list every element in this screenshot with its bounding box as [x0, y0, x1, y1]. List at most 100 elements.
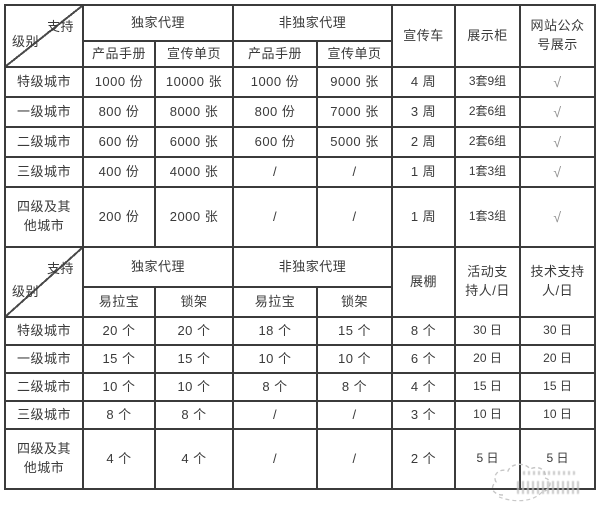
table-cell: 1 周 — [391, 156, 457, 188]
column-header-activity-support: 活动支持人/日 — [454, 246, 522, 318]
table-row: 四级及其他城市 4 个 4 个 / / 2 个 5 日 5 日 — [3, 428, 597, 490]
row-label: 四级及其他城市 — [3, 186, 84, 248]
table-row: 特级城市 1000 份 10000 张 1000 份 9000 张 4 周 3套… — [3, 66, 597, 98]
corner-header-cell-b: 支持 级别 — [3, 246, 84, 318]
table-cell: 2套6组 — [454, 126, 522, 158]
table-cell: 2 周 — [391, 126, 457, 158]
row-label: 特级城市 — [3, 316, 84, 346]
table-row: 二级城市 600 份 6000 张 600 份 5000 张 2 周 2套6组 … — [3, 126, 597, 158]
table-cell: 10 日 — [454, 400, 522, 430]
corner-label-support: 支持 — [46, 261, 74, 276]
table-cell: 4 个 — [153, 428, 235, 490]
table-cell: 20 个 — [153, 316, 235, 346]
column-header-publicity-vehicle: 宣传车 — [391, 4, 457, 68]
diagonal-divider — [6, 249, 81, 315]
table-cell: 400 份 — [81, 156, 156, 188]
corner-label-support: 支持 — [46, 19, 74, 34]
row-label: 四级及其他城市 — [3, 428, 84, 490]
table-cell: 15 日 — [519, 372, 597, 402]
row-label: 三级城市 — [3, 156, 84, 188]
column-header-exhibition-tent: 展棚 — [391, 246, 457, 318]
column-header-flyer: 宣传单页 — [315, 40, 394, 68]
table-cell: 2 个 — [391, 428, 457, 490]
table-row: 二级城市 10 个 10 个 8 个 8 个 4 个 15 日 15 日 — [3, 372, 597, 402]
table-cell: 18 个 — [232, 316, 318, 346]
table-cell: 3套9组 — [454, 66, 522, 98]
column-header-rollup-banner: 易拉宝 — [81, 286, 156, 318]
table-cell: 8 个 — [232, 372, 318, 402]
table-cell: 10 日 — [519, 400, 597, 430]
checkmark-cell: √ — [519, 96, 597, 128]
row-label: 二级城市 — [3, 126, 84, 158]
column-group-nonexclusive-agent: 非独家代理 — [231, 4, 394, 42]
table-cell: 10 个 — [232, 344, 318, 374]
table-cell: / — [315, 186, 394, 248]
diagonal-divider — [6, 7, 81, 65]
table-row: 一级城市 800 份 8000 张 800 份 7000 张 3 周 2套6组 … — [3, 96, 597, 128]
column-header-product-manual: 产品手册 — [81, 40, 156, 68]
table-cell: 2000 张 — [153, 186, 235, 248]
table-cell: 4000 张 — [153, 156, 235, 188]
row-label: 一级城市 — [3, 344, 84, 374]
table-cell: 6000 张 — [153, 126, 235, 158]
table-cell: 15 个 — [153, 344, 235, 374]
table-cell: / — [315, 428, 394, 490]
table-cell: 1套3组 — [454, 186, 522, 248]
corner-label-level: 级别 — [11, 284, 39, 300]
table-cell: 5 日 — [519, 428, 597, 490]
table-cell: 1000 份 — [81, 66, 156, 98]
column-group-nonexclusive-agent: 非独家代理 — [231, 246, 394, 288]
table-row: 三级城市 8 个 8 个 / / 3 个 10 日 10 日 — [3, 400, 597, 430]
table-cell: 800 份 — [81, 96, 156, 128]
table-cell: 4 个 — [391, 372, 457, 402]
column-header-flyer: 宣传单页 — [153, 40, 235, 68]
table-cell: / — [315, 156, 394, 188]
table-row: 一级城市 15 个 15 个 10 个 10 个 6 个 20 日 20 日 — [3, 344, 597, 374]
table-cell: 15 个 — [315, 316, 394, 346]
table-cell: 2套6组 — [454, 96, 522, 128]
table-cell: 8 个 — [391, 316, 457, 346]
table-cell: 20 个 — [81, 316, 156, 346]
table-cell: / — [315, 400, 394, 430]
table-cell: 600 份 — [232, 126, 318, 158]
table-cell: 8 个 — [153, 400, 235, 430]
column-header-website-account: 网站公众号展示 — [519, 4, 597, 68]
column-header-rollup-banner: 易拉宝 — [232, 286, 318, 318]
table-cell: 800 份 — [232, 96, 318, 128]
table-cell: / — [232, 428, 318, 490]
table-cell: 10 个 — [153, 372, 235, 402]
table-cell: 10 个 — [81, 372, 156, 402]
table-cell: 1套3组 — [454, 156, 522, 188]
checkmark-cell: √ — [519, 66, 597, 98]
column-header-display-cabinet: 展示柜 — [454, 4, 522, 68]
row-label: 二级城市 — [3, 372, 84, 402]
table-cell: 8 个 — [81, 400, 156, 430]
checkmark-cell: √ — [519, 126, 597, 158]
table-cell: 200 份 — [81, 186, 156, 248]
table-row: 三级城市 400 份 4000 张 / / 1 周 1套3组 √ — [3, 156, 597, 188]
table-row: 四级及其他城市 200 份 2000 张 / / 1 周 1套3组 √ — [3, 186, 597, 248]
table-row: 特级城市 20 个 20 个 18 个 15 个 8 个 30 日 30 日 — [3, 316, 597, 346]
column-header-product-manual: 产品手册 — [232, 40, 318, 68]
table-cell: 5000 张 — [315, 126, 394, 158]
checkmark-cell: √ — [519, 156, 597, 188]
corner-label-level: 级别 — [11, 34, 39, 50]
table-cell: 10 个 — [315, 344, 394, 374]
column-group-exclusive-agent: 独家代理 — [81, 246, 235, 288]
table-cell: 4 周 — [391, 66, 457, 98]
table-cell: 30 日 — [454, 316, 522, 346]
table-cell: 15 个 — [81, 344, 156, 374]
table-cell: 1 周 — [391, 186, 457, 248]
checkmark-cell: √ — [519, 186, 597, 248]
row-label: 特级城市 — [3, 66, 84, 98]
table-cell: / — [232, 156, 318, 188]
table-cell: / — [232, 186, 318, 248]
table-cell: 5 日 — [454, 428, 522, 490]
column-header-technical-support: 技术支持人/日 — [519, 246, 597, 318]
table-cell: 30 日 — [519, 316, 597, 346]
table-cell: / — [232, 400, 318, 430]
table-cell: 20 日 — [519, 344, 597, 374]
table-cell: 8 个 — [315, 372, 394, 402]
table-cell: 7000 张 — [315, 96, 394, 128]
table-cell: 15 日 — [454, 372, 522, 402]
